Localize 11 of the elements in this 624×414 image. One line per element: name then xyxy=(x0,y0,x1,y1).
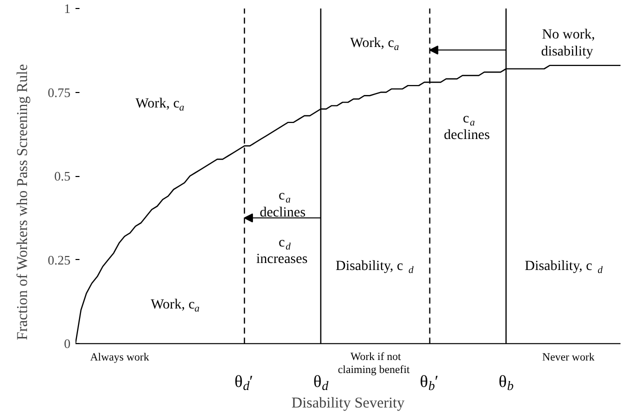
y-tick-label: 1 xyxy=(64,1,70,16)
x-axis-title: Disability Severity xyxy=(292,396,405,412)
text: Always work xyxy=(90,351,150,364)
y-axis-title: Fraction of Workers who Pass Screening Rule xyxy=(14,64,31,340)
text: Work if not claiming benefit xyxy=(338,350,410,376)
y-tick-label: 0.25 xyxy=(48,252,70,268)
annotation: No work, disability xyxy=(541,28,595,60)
y-tick-label: 0.75 xyxy=(48,84,70,100)
y-tick-label: 0.5 xyxy=(54,168,70,184)
text: Never work xyxy=(542,351,595,364)
y-tick-label: 0 xyxy=(64,336,70,352)
